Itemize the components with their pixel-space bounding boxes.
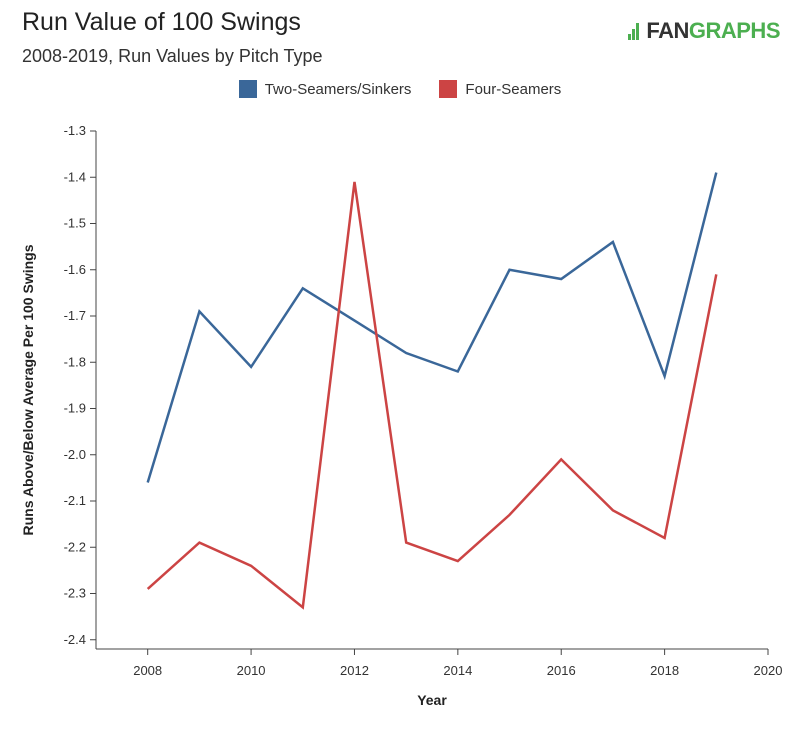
y-tick-label: -1.5 — [64, 216, 86, 231]
data-point[interactable] — [713, 271, 719, 277]
data-point[interactable] — [248, 364, 254, 370]
data-point[interactable] — [455, 558, 461, 564]
data-point[interactable] — [507, 267, 513, 273]
data-point[interactable] — [455, 369, 461, 375]
x-tick-label: 2018 — [650, 663, 679, 678]
data-point[interactable] — [507, 512, 513, 518]
data-point[interactable] — [662, 535, 668, 541]
data-point[interactable] — [351, 179, 357, 185]
y-tick-label: -1.3 — [64, 123, 86, 138]
x-axis-title: Year — [417, 692, 447, 708]
data-point[interactable] — [300, 604, 306, 610]
x-tick-label: 2020 — [754, 663, 783, 678]
data-point[interactable] — [558, 456, 564, 462]
y-tick-label: -1.8 — [64, 354, 86, 369]
data-point[interactable] — [403, 540, 409, 546]
data-point[interactable] — [248, 563, 254, 569]
data-point[interactable] — [300, 285, 306, 291]
data-point[interactable] — [610, 239, 616, 245]
data-point[interactable] — [713, 170, 719, 176]
y-tick-label: -1.7 — [64, 308, 86, 323]
legend-swatch — [238, 80, 257, 98]
chart-series — [145, 170, 719, 610]
data-point[interactable] — [662, 373, 668, 379]
y-axis-title: Runs Above/Below Average Per 100 Swings — [20, 244, 36, 535]
x-tick-label: 2014 — [443, 663, 472, 678]
chart-subtitle: 2008-2019, Run Values by Pitch Type — [22, 46, 323, 66]
legend-item-four-seamers[interactable]: Four-Seamers — [439, 80, 561, 98]
legend-swatch — [439, 80, 458, 98]
y-tick-label: -2.2 — [64, 539, 86, 554]
x-tick-label: 2016 — [547, 663, 576, 678]
data-point[interactable] — [145, 480, 151, 486]
data-point[interactable] — [196, 540, 202, 546]
y-tick-label: -2.0 — [64, 447, 86, 462]
data-point[interactable] — [610, 507, 616, 513]
x-tick-label: 2010 — [237, 663, 266, 678]
chart-axes: -1.3 -1.4 -1.5 -1.6 -1.7 -1.8 -1.9 -2.0 -2.1 -2.2… — [64, 123, 783, 678]
data-point[interactable] — [145, 586, 151, 592]
y-tick-label: -1.9 — [64, 401, 86, 416]
data-point[interactable] — [351, 318, 357, 324]
legend-item-two-seamers[interactable]: Two-Seamers/Sinkers — [238, 80, 412, 98]
fangraphs-logo: FAN GRAPHS — [628, 18, 781, 44]
legend-label: Two-Seamers/Sinkers — [264, 80, 412, 98]
y-tick-label: -2.1 — [64, 493, 86, 508]
chart-title: Run Value of 100 Swings — [22, 8, 301, 36]
y-tick-label: -2.4 — [64, 632, 86, 647]
y-tick-label: -2.3 — [64, 586, 86, 601]
y-tick-label: -1.4 — [64, 169, 86, 184]
y-tick-label: -1.6 — [64, 262, 86, 277]
data-point[interactable] — [558, 276, 564, 282]
series-line-two-seamers-sinkers[interactable] — [146, 172, 718, 483]
series-line-four-seamers[interactable] — [146, 181, 718, 610]
data-point[interactable] — [403, 350, 409, 356]
chart-legend: Two-Seamers/Sinkers Four-Seamers — [0, 80, 800, 98]
legend-label: Four-Seamers — [465, 80, 562, 98]
fangraphs-logo-icon — [628, 22, 642, 40]
x-tick-label: 2012 — [340, 663, 369, 678]
x-tick-label: 2008 — [133, 663, 162, 678]
data-point[interactable] — [196, 308, 202, 314]
